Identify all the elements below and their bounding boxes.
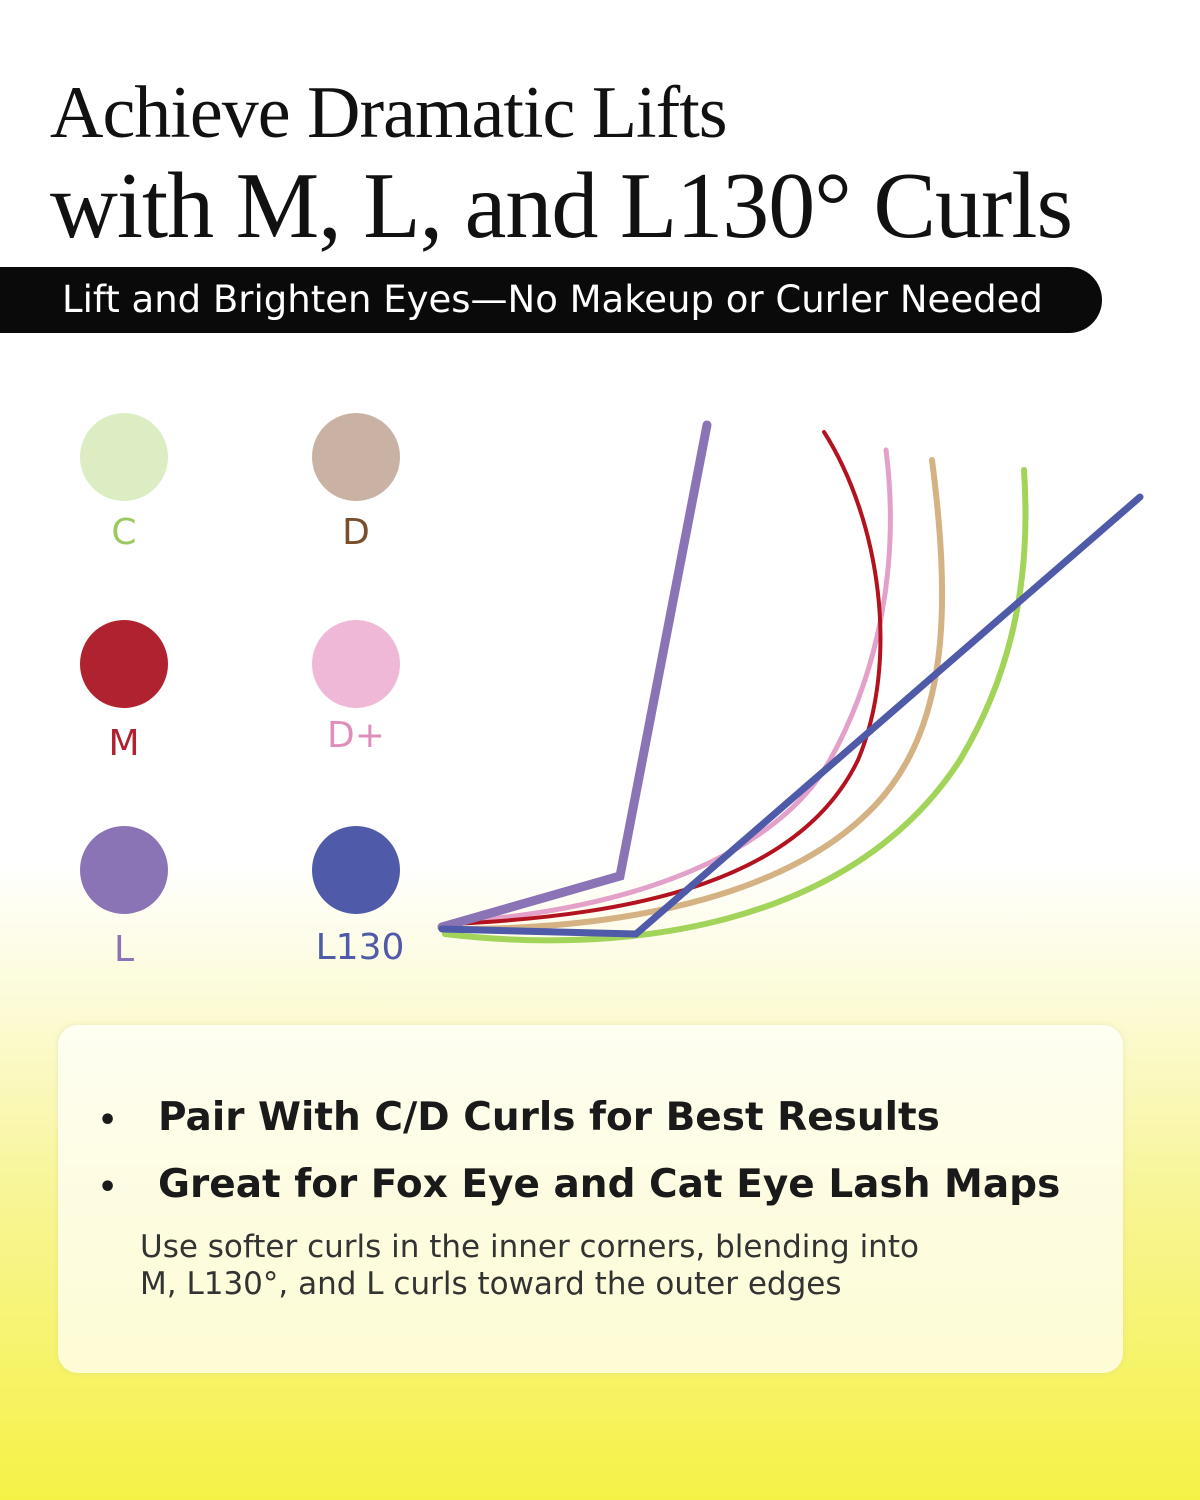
tip-note-line-2: M, L130°, and L curls toward the outer e… [140, 1266, 842, 1302]
curl-m-line [450, 430, 883, 926]
tips-card: • Pair With C/D Curls for Best Results •… [58, 1025, 1123, 1373]
subtitle-banner: Lift and Brighten Eyes—No Makeup or Curl… [0, 267, 1102, 333]
curl-l-line [437, 420, 712, 932]
swatch-c: C [80, 413, 168, 553]
bullet-item: • Great for Fox Eye and Cat Eye Lash Map… [98, 1162, 1123, 1207]
headline: Achieve Dramatic Lifts with M, L, and L1… [50, 70, 1073, 258]
color-dot [312, 413, 400, 501]
swatch-label: L [113, 929, 135, 970]
tip-note-line-1: Use softer curls in the inner corners, b… [140, 1229, 919, 1265]
swatch-l130: L130 [312, 826, 408, 968]
headline-line-1: Achieve Dramatic Lifts [50, 72, 728, 154]
swatch-d: D [312, 413, 400, 553]
headline-line-2: with M, L, and L130° Curls [50, 154, 1073, 258]
bullet-item: • Pair With C/D Curls for Best Results [98, 1095, 1123, 1140]
tip-note: Use softer curls in the inner corners, b… [140, 1229, 1123, 1303]
color-dot [312, 826, 400, 914]
swatch-label: M [108, 723, 140, 764]
swatch-d-plus: D+ [312, 620, 400, 756]
swatch-l: L [80, 826, 168, 970]
bullet-text: Great for Fox Eye and Cat Eye Lash Maps [158, 1162, 1061, 1207]
color-dot [80, 826, 168, 914]
swatch-m: M [80, 620, 168, 764]
color-dot [312, 620, 400, 708]
swatch-label: C [111, 512, 137, 553]
curl-l130-line [438, 493, 1144, 938]
curl-d-plus-line [449, 447, 893, 925]
bullet-text: Pair With C/D Curls for Best Results [158, 1095, 940, 1140]
swatch-label: D+ [327, 715, 385, 756]
bullet-dot: • [98, 1103, 118, 1138]
curl-c-line [442, 467, 1029, 944]
color-dot [80, 413, 168, 501]
curl-d-line [447, 457, 946, 933]
bullet-dot: • [98, 1170, 118, 1205]
swatch-label: D [342, 512, 370, 553]
color-dot [80, 620, 168, 708]
swatch-label: L130 [315, 927, 405, 968]
